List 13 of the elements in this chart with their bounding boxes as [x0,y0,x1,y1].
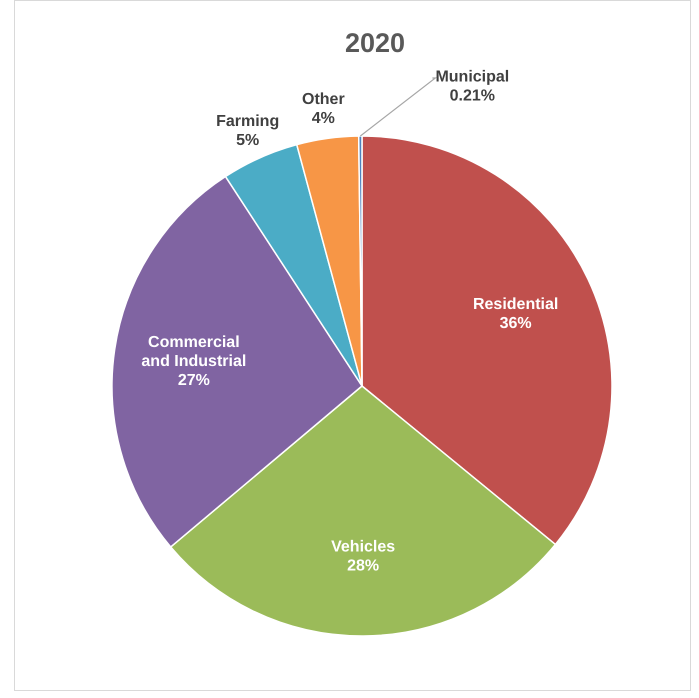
slice-label: Other [302,91,345,108]
data-label: 4% [312,110,335,128]
chart-title: 2020 [344,28,406,58]
data-label: 27% [178,372,210,390]
slice-label: Vehicles [331,538,396,556]
data-label: 36% [500,314,532,332]
slice-label: Farming [216,112,280,130]
data-label: 28% [347,557,380,574]
slice-label: Commercial and Industrial [141,334,246,370]
slice-label: Residential [472,296,558,313]
slice-label: Municipal [435,68,510,86]
data-label: 5% [236,132,260,149]
data-label: 0.21% [450,88,496,104]
